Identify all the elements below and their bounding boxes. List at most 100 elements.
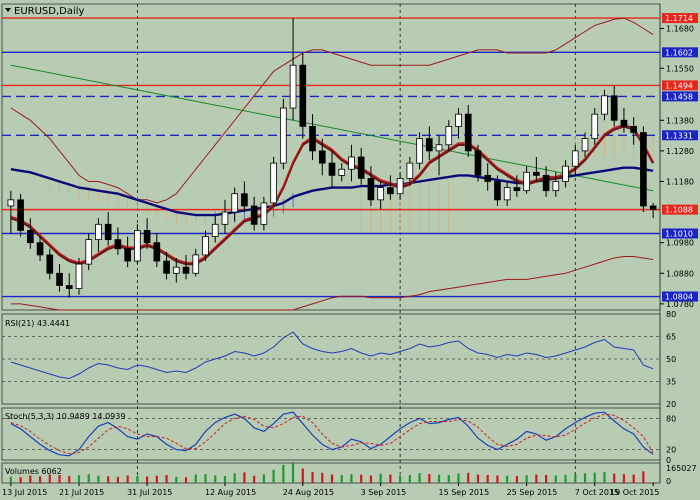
candle-body xyxy=(289,64,297,109)
time-tick-label: 24 Aug 2015 xyxy=(283,488,334,497)
candle-body xyxy=(464,113,472,152)
candle-body xyxy=(309,126,316,152)
candle-body xyxy=(192,254,200,274)
candle-body xyxy=(7,199,15,207)
candle-body xyxy=(503,187,511,201)
stoch-level-label: 0 xyxy=(666,456,671,465)
candle-body xyxy=(75,263,83,289)
time-tick-label: 7 Oct 2015 xyxy=(575,488,619,497)
candle-body xyxy=(182,266,190,274)
candle-body xyxy=(562,165,569,182)
price-tick-label: 1.1280 xyxy=(666,147,694,156)
candle-body xyxy=(620,119,628,127)
candle-body xyxy=(533,171,540,176)
candle-body xyxy=(36,242,44,256)
candle-body xyxy=(435,144,443,152)
candle-body xyxy=(318,150,326,164)
time-tick-label: 21 Jul 2015 xyxy=(59,488,104,497)
price-level-tag xyxy=(662,13,698,24)
candle-body xyxy=(153,242,161,262)
fast-moving-average-line xyxy=(10,123,654,263)
price-tick-label: 1.1550 xyxy=(666,64,694,73)
candle-body xyxy=(114,239,122,250)
candle-body xyxy=(581,138,589,152)
rsi-panel: RSI(21) 43.4441 xyxy=(2,319,660,382)
rsi-level-label: 20 xyxy=(666,400,676,409)
candle-body xyxy=(455,113,462,127)
candle-body xyxy=(406,162,414,179)
candle-body xyxy=(143,230,151,244)
time-tick-label: 12 Aug 2015 xyxy=(205,488,256,497)
candle-body xyxy=(416,138,423,164)
candle-body xyxy=(338,168,346,176)
candle-body xyxy=(250,205,258,225)
candle-body xyxy=(601,95,608,115)
stoch-signal-line xyxy=(10,413,654,455)
price-level-tag-label: 1.1714 xyxy=(665,14,693,23)
price-level-tag-label: 1.1088 xyxy=(665,206,693,215)
rsi-level-label: 80 xyxy=(666,310,676,319)
price-level-tag-label: 1.1010 xyxy=(665,230,693,239)
price-level-tag xyxy=(662,204,698,215)
candle-body xyxy=(95,223,102,241)
candle-body xyxy=(299,64,307,127)
candle-body xyxy=(523,171,530,192)
candle-body xyxy=(348,156,355,170)
mid-moving-average-line xyxy=(10,125,655,266)
price-level-tag-label: 1.1602 xyxy=(665,48,693,57)
symbol-title: EURUSD,Daily xyxy=(14,6,85,17)
time-tick-label: 3 Sep 2015 xyxy=(361,488,407,497)
candle-body xyxy=(27,230,34,244)
stoch-level-label: 80 xyxy=(666,414,676,423)
lower-envelope-line xyxy=(10,256,654,311)
candle-body xyxy=(387,187,394,195)
candle-body xyxy=(134,230,141,262)
candle-body xyxy=(571,150,579,167)
candle-body xyxy=(270,162,277,204)
candle-body xyxy=(396,178,404,195)
candle-body xyxy=(202,236,209,256)
candle-body xyxy=(630,126,637,133)
volume-title: Volumes 6062 xyxy=(5,467,62,476)
candle-body xyxy=(85,239,93,265)
candle-body xyxy=(591,113,599,140)
candle-body xyxy=(425,138,433,152)
candle-body xyxy=(484,174,492,182)
rsi-title: RSI(21) 43.4441 xyxy=(5,319,70,328)
price-level-tag xyxy=(662,228,698,239)
candle-body xyxy=(610,95,618,121)
candle-body xyxy=(474,150,482,176)
time-tick-label: 13 Jul 2015 xyxy=(2,488,47,497)
candle-body xyxy=(328,162,336,176)
price-tick-label: 1.0980 xyxy=(666,239,694,248)
candle-body xyxy=(513,187,521,192)
candle-body xyxy=(552,181,560,192)
price-tick-label: 1.1680 xyxy=(666,24,694,33)
time-tick-label: 31 Jul 2015 xyxy=(127,488,172,497)
rsi-level-label: 65 xyxy=(666,333,676,342)
price-tick-label: 1.1180 xyxy=(666,177,694,186)
stochastic-panel: Stoch(5,3,3) 10.9489 14.0939 xyxy=(2,411,660,457)
volume-max-label: 165027 xyxy=(666,464,697,473)
candle-body xyxy=(367,178,375,201)
candle-body xyxy=(231,193,239,213)
volume-zero-label: 0 xyxy=(666,477,671,486)
rsi-line xyxy=(10,331,654,380)
price-level-tag xyxy=(662,291,698,302)
candle-body xyxy=(649,205,657,211)
price-tick-label: 1.0880 xyxy=(666,269,694,278)
candle-body xyxy=(221,211,229,225)
dropdown-triangle-icon[interactable] xyxy=(5,8,11,12)
stoch-main-line xyxy=(10,411,654,457)
candle-body xyxy=(172,266,180,274)
stoch-level-label: 20 xyxy=(666,446,676,455)
candle-body xyxy=(241,193,248,207)
stoch-title: Stoch(5,3,3) 10.9489 14.0939 xyxy=(5,412,125,421)
price-level-tag xyxy=(662,47,698,58)
price-level-tag xyxy=(662,130,698,141)
candle-body xyxy=(46,254,54,274)
time-tick-label: 19 Oct 2015 xyxy=(610,488,659,497)
candle-body xyxy=(494,181,501,201)
candle-body xyxy=(542,174,550,192)
